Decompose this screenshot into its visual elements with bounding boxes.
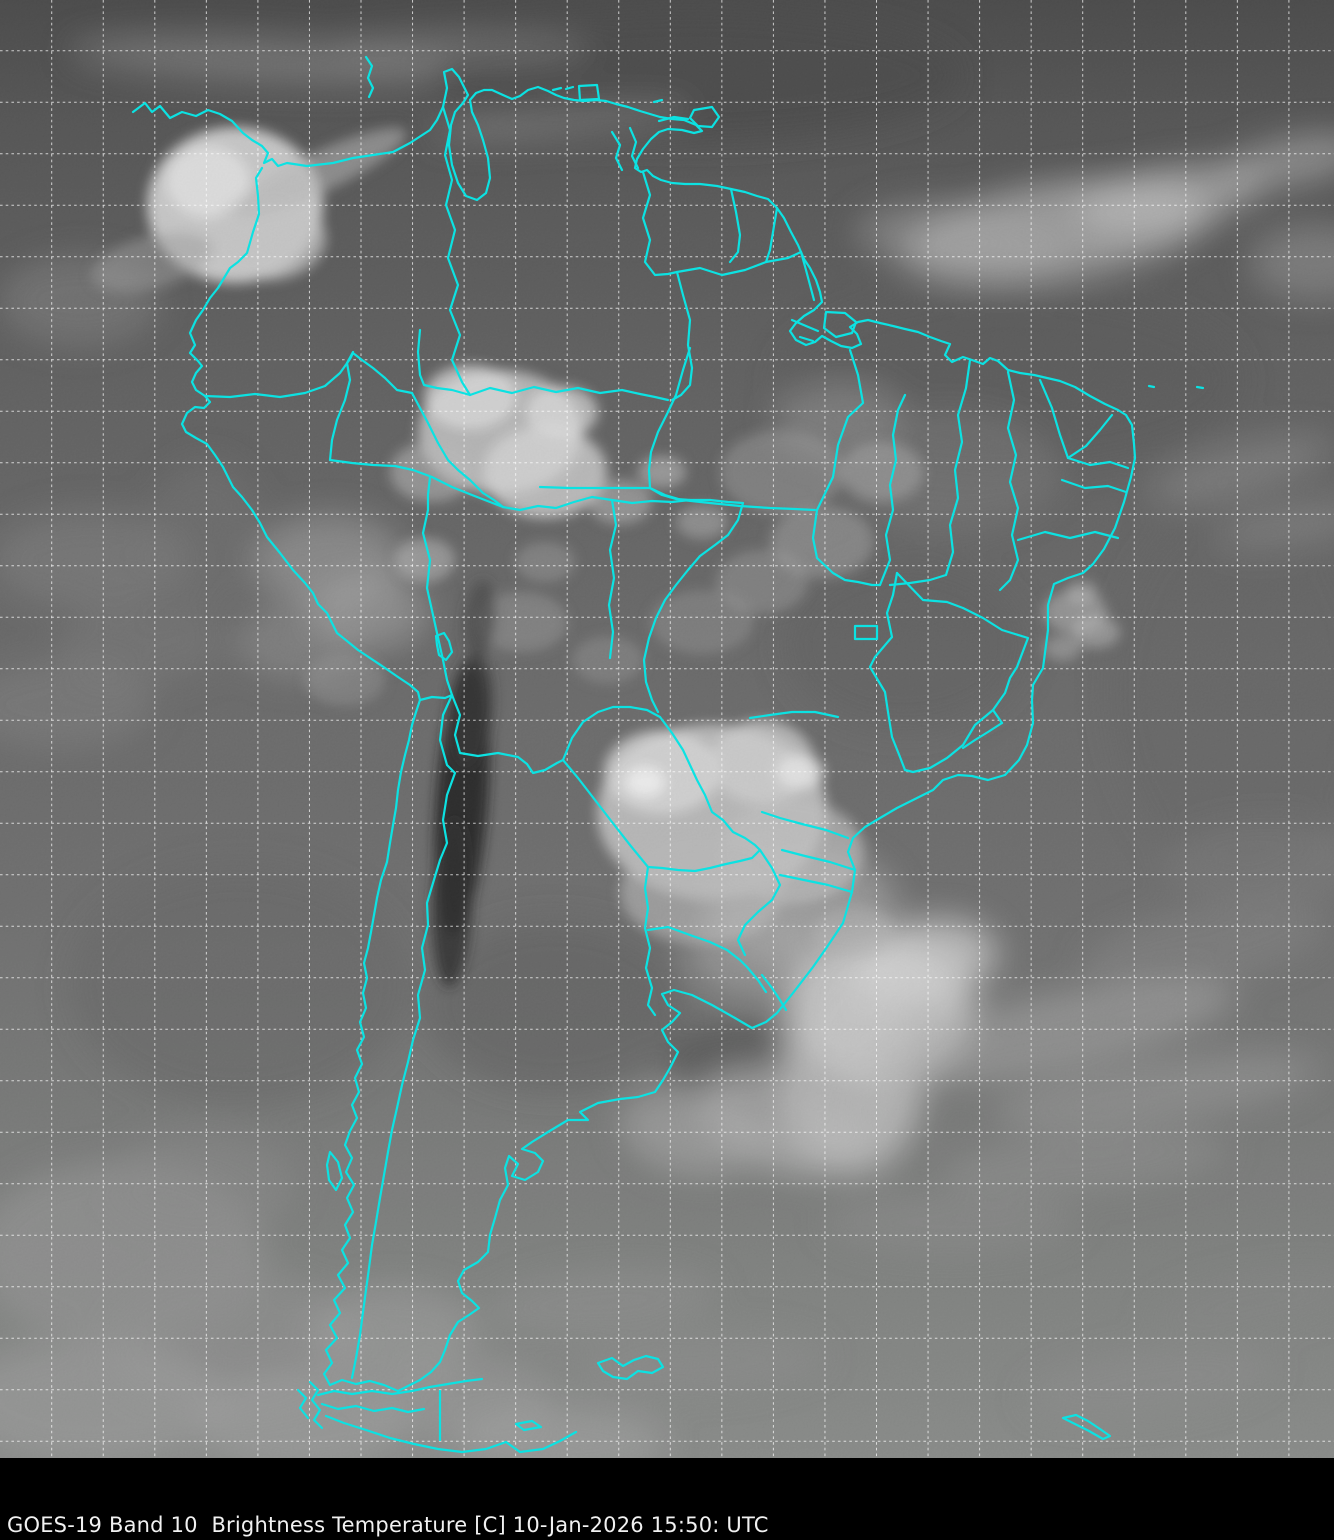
- caption-text: GOES-19 Band 10 Brightness Temperature […: [7, 1512, 769, 1537]
- country-borders: [131, 55, 1205, 1454]
- graticule: [0, 0, 1334, 1458]
- satellite-map: [0, 0, 1334, 1458]
- caption-bar: GOES-19 Band 10 Brightness Temperature […: [0, 1458, 1334, 1540]
- satellite-image: [0, 0, 1334, 1458]
- sensor-noise-texture: [0, 0, 1334, 1458]
